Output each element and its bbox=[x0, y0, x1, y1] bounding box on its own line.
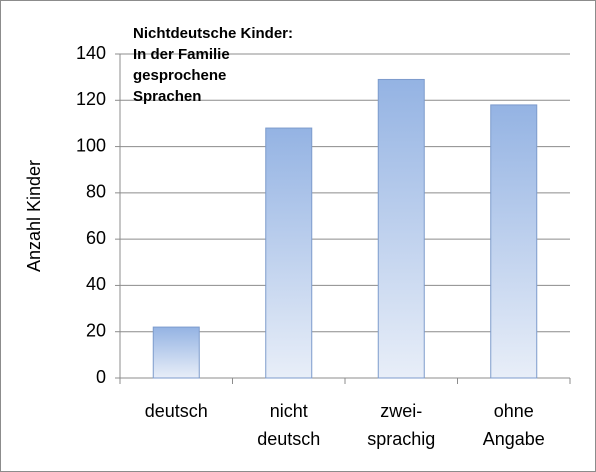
y-tick-label: 80 bbox=[86, 182, 106, 202]
x-tick-label: deutsch bbox=[257, 429, 320, 449]
x-tick-label: ohne bbox=[494, 401, 534, 421]
x-tick-label: nicht bbox=[270, 401, 308, 421]
x-tick-label: Angabe bbox=[483, 429, 545, 449]
y-tick-label: 60 bbox=[86, 228, 106, 248]
bar bbox=[152, 326, 200, 379]
y-tick-label: 20 bbox=[86, 320, 106, 340]
bar bbox=[377, 78, 425, 379]
chart-title: Nichtdeutsche Kinder: bbox=[133, 25, 293, 42]
bar bbox=[490, 104, 538, 379]
bar bbox=[265, 127, 313, 379]
x-tick-label: deutsch bbox=[145, 401, 208, 421]
x-tick-label: zwei- bbox=[380, 401, 422, 421]
y-tick-label: 100 bbox=[76, 135, 106, 155]
y-tick-label: 0 bbox=[96, 367, 106, 387]
y-tick-label: 120 bbox=[76, 89, 106, 109]
y-tick-label: 40 bbox=[86, 274, 106, 294]
chart-title: Sprachen bbox=[133, 88, 201, 105]
y-axis-label: Anzahl Kinder bbox=[24, 160, 44, 272]
chart-title: gesprochene bbox=[133, 67, 226, 84]
chart-title: In der Familie bbox=[133, 46, 230, 63]
x-tick-label: sprachig bbox=[367, 429, 435, 449]
y-tick-label: 140 bbox=[76, 43, 106, 63]
